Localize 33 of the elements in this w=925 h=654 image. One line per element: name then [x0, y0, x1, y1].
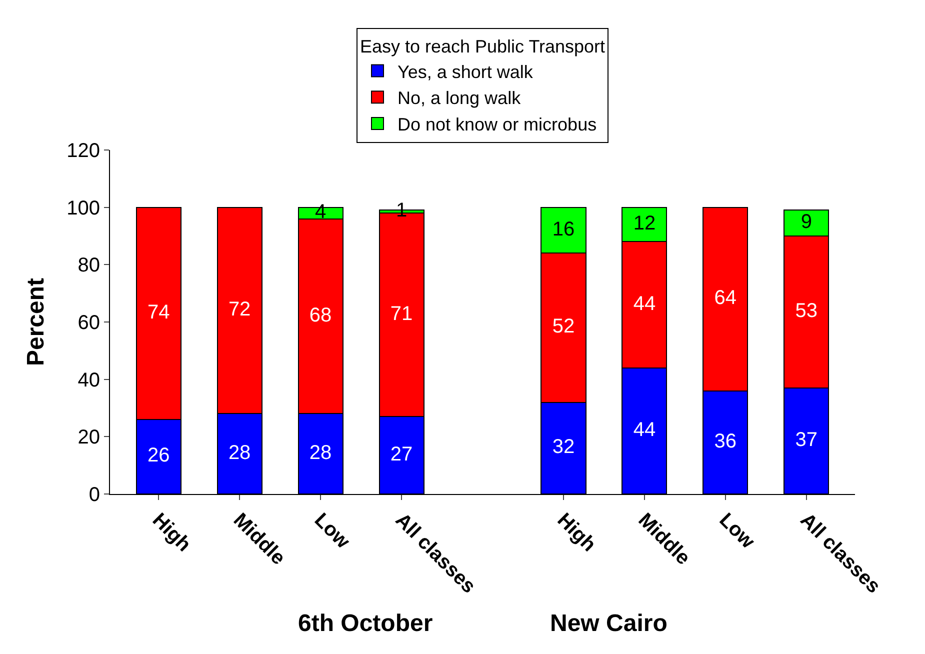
data-label: 68: [309, 304, 332, 326]
data-label: 12: [633, 212, 656, 235]
y-tick-label: 60: [78, 312, 100, 334]
text: New Cairo: [550, 610, 668, 637]
data-label: 32: [552, 436, 575, 458]
legend-title: Easy to reach Public Transport: [360, 36, 606, 57]
legend-label: No, a long walk: [398, 88, 522, 108]
y-tick-label: 80: [78, 254, 100, 277]
data-label: 44: [633, 292, 656, 315]
data-label: 71: [390, 302, 413, 325]
data-label: 28: [228, 442, 251, 464]
data-label: 53: [795, 300, 818, 322]
y-tick-label: 20: [78, 426, 100, 449]
data-label: 74: [147, 301, 170, 324]
text: 6th October: [298, 610, 433, 637]
y-tick-label: 40: [78, 369, 100, 392]
data-label: 27: [390, 443, 413, 466]
data-label: 26: [147, 444, 170, 467]
legend-label: Yes, a short walk: [398, 62, 534, 82]
y-axis-title: Percent: [22, 278, 50, 366]
data-label: 16: [552, 218, 575, 240]
data-label: 72: [228, 298, 251, 321]
data-label: 52: [552, 316, 575, 338]
data-label: 9: [800, 211, 812, 234]
data-label: 44: [633, 418, 656, 441]
y-tick-label: 0: [88, 484, 100, 506]
y-tick-label: 120: [66, 140, 100, 162]
legend-label: Do not know or microbus: [398, 114, 597, 135]
data-label: 37: [795, 428, 818, 451]
data-label: 64: [714, 287, 737, 310]
data-label: 36: [714, 430, 737, 452]
data-label: 28: [309, 442, 332, 464]
y-tick-label: 100: [66, 197, 100, 220]
